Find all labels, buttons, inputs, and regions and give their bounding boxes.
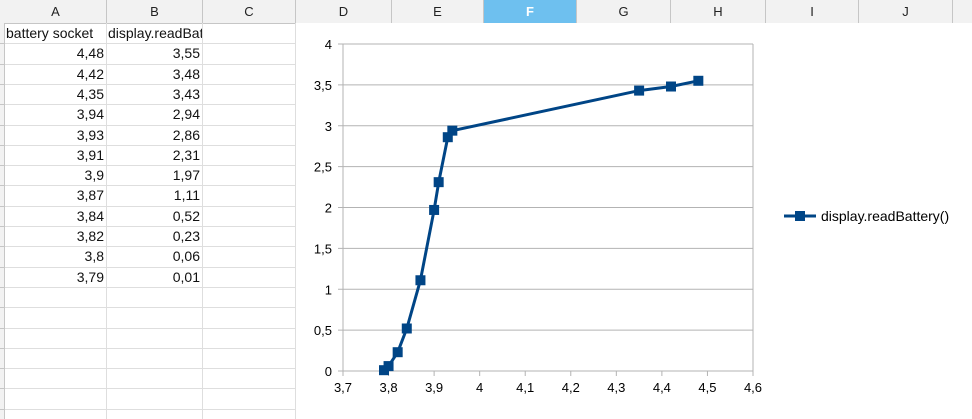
data-point xyxy=(392,347,403,358)
row-header-divider xyxy=(0,287,4,288)
column-header-h[interactable]: H xyxy=(671,0,766,23)
x-tick-label: 4,3 xyxy=(607,380,625,395)
data-point xyxy=(415,275,426,286)
legend-marker xyxy=(795,211,805,221)
x-tick-label: 4,5 xyxy=(698,380,716,395)
column-header-e[interactable]: E xyxy=(392,0,484,23)
cell-read-battery[interactable]: 3,48 xyxy=(172,66,200,82)
row-header-bar xyxy=(0,23,5,419)
column-header-d[interactable]: D xyxy=(296,0,392,23)
y-tick-label: 4 xyxy=(325,37,332,52)
y-tick-label: 0 xyxy=(325,364,332,379)
cell-read-battery[interactable]: 0,06 xyxy=(172,248,200,264)
cell-battery-socket[interactable]: 3,82 xyxy=(76,228,104,244)
row-header-divider xyxy=(0,165,4,166)
row-header-divider xyxy=(0,43,4,44)
column-gridline xyxy=(202,23,203,419)
cell-read-battery[interactable]: 1,97 xyxy=(172,167,200,183)
cell-battery-socket[interactable]: 4,35 xyxy=(76,86,104,102)
column-header-c[interactable]: C xyxy=(203,0,296,23)
data-point xyxy=(379,365,389,376)
cell-battery-socket[interactable]: 3,9 xyxy=(84,167,104,183)
row-header-divider xyxy=(0,307,4,308)
column-header-i[interactable]: I xyxy=(766,0,859,23)
y-tick-label: 0,5 xyxy=(314,323,332,338)
x-tick-label: 3,9 xyxy=(425,380,443,395)
row-header-divider xyxy=(0,328,4,329)
cell-battery-socket[interactable]: 3,84 xyxy=(76,208,104,224)
row-header-divider xyxy=(0,388,4,389)
x-tick-label: 4 xyxy=(476,380,483,395)
column-gridline xyxy=(295,23,296,419)
y-tick-label: 2 xyxy=(325,201,332,216)
cell-read-battery[interactable]: 3,43 xyxy=(172,86,200,102)
row-header-divider xyxy=(0,246,4,247)
cell-read-battery[interactable]: 0,52 xyxy=(172,208,200,224)
legend-label: display.readBattery() xyxy=(821,208,949,224)
row-header-divider xyxy=(0,368,4,369)
cell-battery-socket[interactable]: 3,91 xyxy=(76,147,104,163)
header-cell-b1[interactable]: display.readBattery() xyxy=(108,25,203,41)
cell-battery-socket[interactable]: 3,93 xyxy=(76,127,104,143)
data-point xyxy=(447,125,458,136)
cell-battery-socket[interactable]: 3,94 xyxy=(76,106,104,122)
chart[interactable]: 3,7 3,8 3,9 4 4,1 4,2 4,3 4,4 4,5 4,6 0 0,5 1 1,5 2 2,5… xyxy=(296,23,972,419)
row-header-divider xyxy=(0,125,4,126)
cell-read-battery[interactable]: 2,94 xyxy=(172,106,200,122)
chart-svg: 3,7 3,8 3,9 4 4,1 4,2 4,3 4,4 4,5 4,6 0 0,5 1 1,5 2 2,5… xyxy=(314,37,949,395)
cell-read-battery[interactable]: 2,31 xyxy=(172,147,200,163)
row-header-divider xyxy=(0,104,4,105)
x-tick-label: 3,7 xyxy=(334,380,352,395)
cell-battery-socket[interactable]: 3,87 xyxy=(76,187,104,203)
data-point xyxy=(429,204,440,215)
row-header-divider xyxy=(0,145,4,146)
column-header-a[interactable]: A xyxy=(5,0,107,23)
cell-read-battery[interactable]: 0,23 xyxy=(172,228,200,244)
y-tick-label: 1,5 xyxy=(314,241,332,256)
data-point xyxy=(433,177,444,188)
data-point xyxy=(401,323,412,334)
row-header-divider xyxy=(0,84,4,85)
row-header-divider xyxy=(0,206,4,207)
cell-battery-socket[interactable]: 3,8 xyxy=(84,248,104,264)
x-tick-label: 3,8 xyxy=(380,380,398,395)
data-point xyxy=(666,81,676,92)
column-header-j[interactable]: J xyxy=(859,0,953,23)
x-tick-label: 4,1 xyxy=(516,380,534,395)
row-header-divider xyxy=(0,267,4,268)
y-tick-label: 3,5 xyxy=(314,78,332,93)
cell-battery-socket[interactable]: 4,48 xyxy=(76,45,104,61)
cell-battery-socket[interactable]: 3,79 xyxy=(76,269,104,285)
cell-read-battery[interactable]: 3,55 xyxy=(172,45,200,61)
column-header-g[interactable]: G xyxy=(577,0,671,23)
y-tick-label: 2,5 xyxy=(314,160,332,175)
row-header-divider xyxy=(0,409,4,410)
cell-read-battery[interactable]: 1,11 xyxy=(173,187,200,203)
row-header-divider xyxy=(0,185,4,186)
data-point xyxy=(442,132,453,143)
row-header-divider xyxy=(0,226,4,227)
cell-read-battery[interactable]: 0,01 xyxy=(172,269,200,285)
x-tick-label: 4,6 xyxy=(744,380,762,395)
data-point xyxy=(693,75,704,86)
data-point xyxy=(634,85,645,96)
column-header-b[interactable]: B xyxy=(107,0,203,23)
x-tick-label: 4,2 xyxy=(562,380,580,395)
y-tick-label: 3 xyxy=(325,119,332,134)
y-tick-label: 1 xyxy=(325,282,332,297)
cell-battery-socket[interactable]: 4,42 xyxy=(76,66,104,82)
series-line xyxy=(383,79,699,372)
row-header-divider xyxy=(0,64,4,65)
column-header-f[interactable]: F xyxy=(484,0,577,23)
x-tick-label: 4,4 xyxy=(653,380,671,395)
cell-read-battery[interactable]: 2,86 xyxy=(172,127,200,143)
header-cell-a1[interactable]: battery socket xyxy=(6,25,94,41)
row-header-divider xyxy=(0,348,4,349)
column-gridline xyxy=(106,23,107,419)
